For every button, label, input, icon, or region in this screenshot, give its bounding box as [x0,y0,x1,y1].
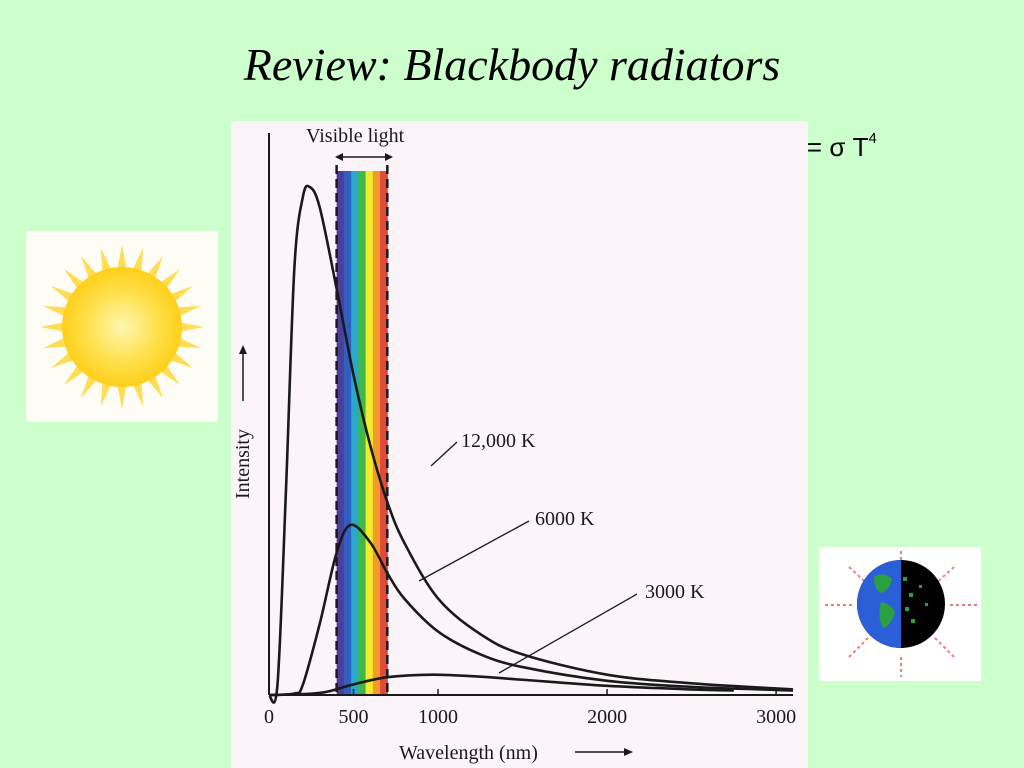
series-label-6000: 6000 K [535,508,595,530]
visible-band-stripe [372,171,381,695]
x-tick-label: 1000 [418,706,458,728]
series-leader-line [418,520,530,582]
series-line-6000 [268,523,794,697]
sun-icon [26,231,218,422]
earth-icon [819,547,981,681]
formula-exponent: 4 [868,130,877,147]
visible-band-stripe [336,171,345,695]
x-tick-label: 3000 [756,706,796,728]
slide-title: Review: Blackbody radiators [243,39,781,90]
visible-range-arrow [335,153,393,161]
visible-band-stripe [351,171,359,695]
series-leader-line [498,593,638,674]
blackbody-chart: 0 500 1000 2000 3000 12,000 K 6000 K 3000 K Vis… [231,121,808,768]
visible-band-stripe [358,171,367,695]
visible-light-label: Visible light [306,125,405,147]
visible-band-stripe [380,171,388,695]
series-leader-line [430,441,458,467]
series-label-3000: 3000 K [645,581,705,603]
x-axis-arrow [575,748,633,756]
x-axis-label: Wavelength (nm) [399,742,538,764]
x-tick-label: 500 [339,706,369,728]
visible-band-stripe [365,171,374,695]
y-axis-label: Intensity [232,429,254,499]
visible-band-stripe [343,171,352,695]
series-label-12000: 12,000 K [461,430,536,452]
series-line-3000 [268,673,734,697]
series-line-12000 [267,184,794,704]
chart-svg: 0 500 1000 2000 3000 12,000 K 6000 K 3000 K Vis… [232,125,796,764]
y-axis-arrow [239,345,247,401]
x-tick-label: 0 [264,706,274,728]
x-tick-label: 2000 [587,706,627,728]
